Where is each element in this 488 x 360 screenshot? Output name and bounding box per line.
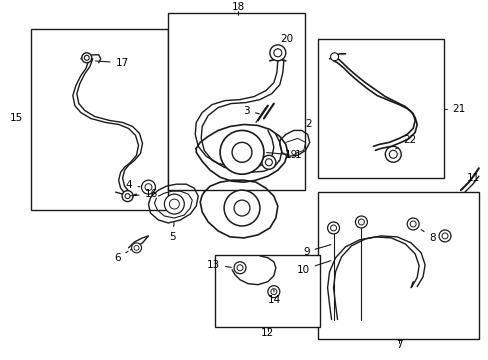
Bar — [31, 29, 168, 210]
Text: 15: 15 — [9, 113, 23, 123]
Circle shape — [145, 184, 152, 191]
Circle shape — [409, 221, 415, 227]
Text: 13: 13 — [206, 260, 231, 270]
Bar — [215, 255, 319, 328]
Text: 9: 9 — [303, 245, 330, 257]
Circle shape — [234, 200, 249, 216]
Text: 12: 12 — [261, 328, 274, 338]
Circle shape — [385, 147, 401, 162]
Text: 5: 5 — [169, 223, 175, 242]
Text: 7: 7 — [395, 340, 402, 350]
Bar — [317, 39, 443, 178]
Circle shape — [438, 230, 450, 242]
Text: 14: 14 — [267, 290, 281, 305]
Circle shape — [358, 219, 364, 225]
Text: 22: 22 — [395, 135, 416, 149]
Circle shape — [265, 159, 272, 166]
Circle shape — [81, 53, 92, 63]
Text: 17: 17 — [95, 58, 129, 68]
Text: 21: 21 — [451, 104, 464, 113]
Text: 19: 19 — [278, 150, 298, 161]
Circle shape — [134, 246, 139, 250]
Circle shape — [125, 194, 130, 199]
Circle shape — [169, 199, 179, 209]
Circle shape — [131, 243, 141, 253]
Circle shape — [388, 150, 396, 158]
Circle shape — [224, 190, 260, 226]
Text: 6: 6 — [114, 251, 128, 263]
Circle shape — [269, 45, 285, 61]
Circle shape — [407, 218, 418, 230]
Circle shape — [220, 130, 264, 174]
Bar — [168, 13, 304, 190]
Circle shape — [84, 55, 89, 60]
Circle shape — [355, 216, 366, 228]
Circle shape — [164, 194, 184, 214]
Circle shape — [267, 286, 279, 298]
Circle shape — [262, 155, 275, 169]
Circle shape — [273, 49, 281, 57]
Text: 1: 1 — [266, 150, 301, 160]
Text: 2: 2 — [300, 120, 312, 131]
Text: 18: 18 — [231, 2, 244, 12]
Circle shape — [234, 262, 245, 274]
Text: 10: 10 — [296, 261, 330, 275]
Circle shape — [441, 233, 447, 239]
Circle shape — [330, 225, 336, 231]
Circle shape — [232, 142, 251, 162]
Bar — [317, 192, 478, 339]
Circle shape — [270, 289, 276, 294]
Circle shape — [237, 265, 243, 271]
Circle shape — [122, 191, 133, 202]
Circle shape — [141, 180, 155, 194]
Text: 11: 11 — [466, 173, 479, 183]
Text: 4: 4 — [126, 180, 140, 190]
Text: 3: 3 — [243, 105, 259, 116]
Text: 16: 16 — [130, 189, 158, 199]
Circle shape — [330, 53, 338, 61]
Text: 8: 8 — [421, 230, 435, 243]
Text: 20: 20 — [277, 34, 292, 49]
Circle shape — [327, 222, 339, 234]
